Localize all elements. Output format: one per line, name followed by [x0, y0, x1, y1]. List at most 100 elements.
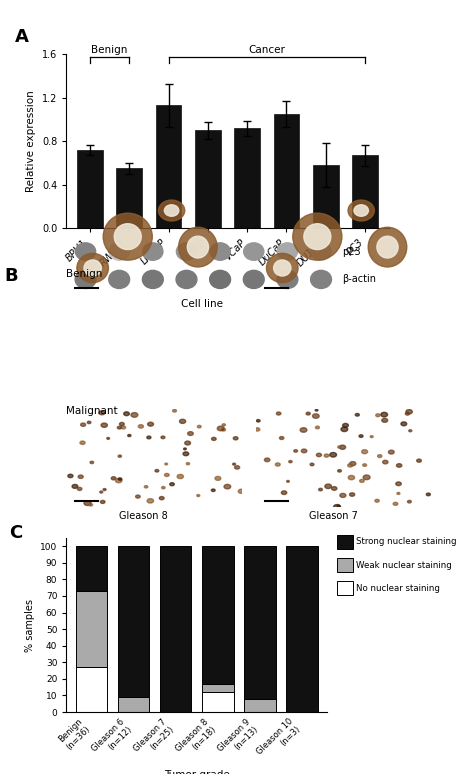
Ellipse shape — [138, 425, 144, 428]
Bar — [202, 684, 234, 692]
Ellipse shape — [294, 450, 298, 452]
Ellipse shape — [339, 445, 346, 450]
Ellipse shape — [211, 489, 215, 491]
Ellipse shape — [211, 437, 216, 440]
Ellipse shape — [177, 474, 183, 478]
Ellipse shape — [145, 485, 148, 488]
Ellipse shape — [183, 448, 186, 450]
Ellipse shape — [197, 495, 200, 497]
Ellipse shape — [173, 409, 176, 412]
Ellipse shape — [256, 420, 260, 422]
Text: C: C — [9, 524, 22, 542]
Ellipse shape — [306, 413, 310, 415]
Ellipse shape — [348, 200, 374, 221]
Ellipse shape — [316, 454, 321, 457]
Ellipse shape — [68, 474, 73, 478]
Y-axis label: Relative expression: Relative expression — [27, 91, 36, 192]
Ellipse shape — [324, 454, 329, 457]
Ellipse shape — [396, 464, 402, 467]
Text: Strong nuclear staining: Strong nuclear staining — [356, 537, 457, 546]
Ellipse shape — [243, 270, 264, 289]
Ellipse shape — [311, 243, 331, 260]
Ellipse shape — [210, 243, 230, 260]
Bar — [352, 156, 378, 228]
Ellipse shape — [128, 434, 131, 437]
Ellipse shape — [282, 491, 287, 495]
Ellipse shape — [233, 463, 236, 465]
Ellipse shape — [396, 482, 401, 485]
Ellipse shape — [78, 475, 83, 478]
Ellipse shape — [330, 453, 337, 457]
Text: p23: p23 — [343, 247, 361, 256]
Ellipse shape — [109, 243, 129, 260]
Ellipse shape — [409, 430, 412, 432]
Ellipse shape — [359, 435, 363, 437]
Ellipse shape — [334, 505, 340, 509]
Ellipse shape — [222, 424, 226, 426]
Ellipse shape — [388, 450, 394, 454]
Ellipse shape — [337, 470, 341, 472]
Text: Malignant: Malignant — [66, 406, 118, 416]
Ellipse shape — [356, 413, 359, 416]
Bar — [202, 692, 234, 712]
Ellipse shape — [103, 488, 106, 491]
Ellipse shape — [116, 478, 122, 483]
Text: B: B — [5, 267, 18, 285]
Ellipse shape — [155, 470, 159, 472]
Bar — [244, 546, 275, 699]
Bar — [76, 667, 107, 712]
Ellipse shape — [362, 450, 368, 454]
Text: Benign: Benign — [66, 269, 103, 279]
Ellipse shape — [89, 504, 92, 506]
Ellipse shape — [363, 475, 370, 480]
Ellipse shape — [162, 487, 165, 489]
Ellipse shape — [147, 436, 151, 439]
Ellipse shape — [77, 488, 82, 491]
Ellipse shape — [370, 436, 373, 437]
Ellipse shape — [107, 437, 109, 440]
Ellipse shape — [119, 423, 124, 426]
Ellipse shape — [300, 428, 307, 432]
Ellipse shape — [277, 243, 298, 260]
Ellipse shape — [266, 253, 298, 283]
Ellipse shape — [118, 455, 121, 457]
Bar — [286, 546, 318, 712]
Ellipse shape — [179, 228, 217, 267]
Ellipse shape — [99, 411, 105, 415]
Text: No nuclear staining: No nuclear staining — [356, 584, 440, 593]
Ellipse shape — [405, 413, 410, 415]
Ellipse shape — [287, 481, 289, 482]
Ellipse shape — [118, 478, 122, 481]
Ellipse shape — [276, 412, 281, 415]
Bar — [117, 169, 142, 228]
Ellipse shape — [111, 477, 116, 480]
Ellipse shape — [275, 463, 280, 466]
Ellipse shape — [90, 461, 94, 464]
Ellipse shape — [164, 205, 179, 216]
Ellipse shape — [161, 436, 165, 439]
Ellipse shape — [343, 423, 348, 427]
Ellipse shape — [244, 243, 264, 260]
Ellipse shape — [315, 409, 318, 411]
Text: A: A — [15, 28, 28, 46]
Ellipse shape — [406, 409, 412, 414]
Ellipse shape — [301, 449, 307, 453]
Ellipse shape — [100, 500, 105, 503]
Text: Weak nuclear staining: Weak nuclear staining — [356, 560, 452, 570]
Ellipse shape — [164, 474, 169, 477]
Ellipse shape — [131, 413, 138, 417]
Ellipse shape — [136, 495, 140, 498]
Ellipse shape — [332, 487, 337, 490]
Text: Gleason 8: Gleason 8 — [119, 511, 168, 521]
Ellipse shape — [143, 243, 163, 260]
Ellipse shape — [340, 493, 346, 498]
Ellipse shape — [397, 492, 400, 495]
Ellipse shape — [147, 422, 154, 426]
Ellipse shape — [176, 270, 197, 289]
Ellipse shape — [235, 466, 240, 469]
Ellipse shape — [293, 213, 342, 260]
Ellipse shape — [187, 236, 209, 258]
Ellipse shape — [350, 461, 356, 466]
Ellipse shape — [197, 426, 201, 428]
Ellipse shape — [383, 461, 388, 464]
